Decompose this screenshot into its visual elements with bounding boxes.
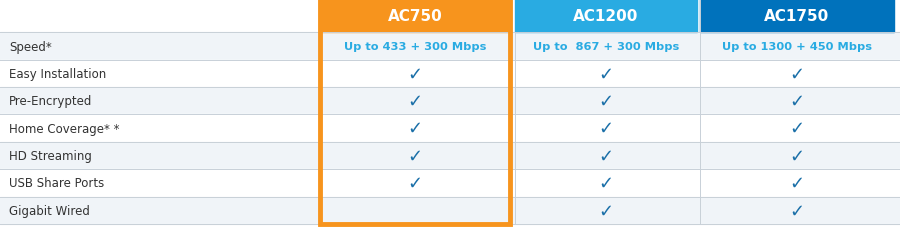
Text: Pre-Encrypted: Pre-Encrypted	[9, 95, 93, 108]
Bar	[700, 0, 894, 33]
Text: ✓: ✓	[408, 147, 422, 165]
Bar	[0, 197, 900, 224]
Text: HD Streaming: HD Streaming	[9, 149, 92, 162]
Bar	[515, 0, 697, 33]
Bar	[0, 88, 900, 115]
Text: Speed*: Speed*	[9, 40, 52, 53]
Text: ✓: ✓	[598, 92, 613, 110]
Text: ✓: ✓	[598, 120, 613, 138]
Text: ✓: ✓	[598, 174, 613, 192]
Bar	[320, 0, 510, 224]
Text: Up to  867 + 300 Mbps: Up to 867 + 300 Mbps	[533, 42, 679, 52]
Bar	[0, 60, 900, 88]
Text: ✓: ✓	[408, 120, 422, 138]
Text: ✓: ✓	[408, 65, 422, 83]
Text: ✓: ✓	[598, 201, 613, 219]
Text: AC1200: AC1200	[573, 9, 638, 24]
Text: Up to 433 + 300 Mbps: Up to 433 + 300 Mbps	[344, 42, 486, 52]
Text: ✓: ✓	[789, 201, 805, 219]
Text: Easy Installation: Easy Installation	[9, 68, 106, 81]
Bar	[0, 142, 900, 169]
Text: AC750: AC750	[388, 9, 442, 24]
Bar	[320, 0, 510, 33]
Text: ✓: ✓	[789, 65, 805, 83]
Text: Up to 1300 + 450 Mbps: Up to 1300 + 450 Mbps	[722, 42, 872, 52]
Text: ✓: ✓	[598, 147, 613, 165]
Text: ✓: ✓	[789, 174, 805, 192]
Text: USB Share Ports: USB Share Ports	[9, 177, 104, 190]
Text: ✓: ✓	[789, 92, 805, 110]
Bar	[0, 115, 900, 142]
Text: ✓: ✓	[789, 147, 805, 165]
Text: ✓: ✓	[598, 65, 613, 83]
Bar	[0, 169, 900, 197]
Text: ✓: ✓	[408, 92, 422, 110]
Bar	[0, 33, 900, 60]
Text: Home Coverage* *: Home Coverage* *	[9, 122, 120, 135]
Text: ✓: ✓	[789, 120, 805, 138]
Text: AC1750: AC1750	[764, 9, 830, 24]
Text: Gigabit Wired: Gigabit Wired	[9, 204, 90, 217]
Text: ✓: ✓	[408, 174, 422, 192]
